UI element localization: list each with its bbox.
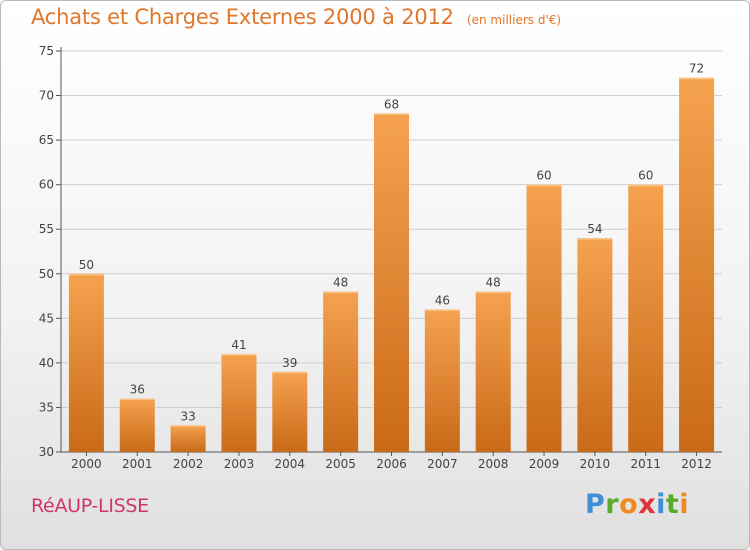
x-tick-label-2010: 2010 bbox=[580, 457, 611, 471]
bar-highlight bbox=[272, 371, 308, 374]
x-tick-label-2007: 2007 bbox=[427, 457, 458, 471]
bar-2011 bbox=[628, 184, 664, 452]
value-label-2004: 39 bbox=[282, 356, 297, 370]
logo-letter: t bbox=[665, 489, 680, 520]
chart-subtitle: (en milliers d'€) bbox=[466, 13, 562, 27]
bar-2012 bbox=[679, 77, 715, 452]
value-label-2008: 48 bbox=[486, 276, 501, 290]
value-label-2005: 48 bbox=[333, 276, 348, 290]
logo-letter: o bbox=[619, 489, 639, 520]
value-label-2002: 33 bbox=[180, 409, 195, 423]
value-label-2001: 36 bbox=[130, 383, 145, 397]
value-label-2006: 68 bbox=[384, 97, 399, 111]
bar-highlight bbox=[68, 273, 104, 276]
proxiti-logo[interactable]: Proxiti bbox=[585, 489, 689, 520]
y-tick-label: 50 bbox=[39, 267, 54, 281]
logo-letter: i bbox=[679, 489, 690, 520]
bar-highlight bbox=[475, 291, 511, 294]
bar-highlight bbox=[526, 184, 562, 187]
y-tick-label: 75 bbox=[39, 44, 54, 58]
bar-2005 bbox=[323, 291, 359, 452]
bar-highlight bbox=[323, 291, 359, 294]
bar-highlight bbox=[221, 353, 257, 356]
y-tick-label: 35 bbox=[39, 400, 54, 414]
bar-2008 bbox=[475, 291, 511, 452]
x-tick-label-2003: 2003 bbox=[224, 457, 255, 471]
x-tick-label-2012: 2012 bbox=[681, 457, 712, 471]
bar-highlight bbox=[424, 309, 460, 311]
value-label-2010: 54 bbox=[587, 222, 602, 236]
bar-highlight bbox=[679, 77, 715, 80]
bar-highlight bbox=[170, 425, 206, 427]
y-tick-label: 70 bbox=[39, 89, 54, 103]
logo-letter: i bbox=[656, 489, 666, 520]
bar-2007 bbox=[424, 309, 460, 452]
bar-2001 bbox=[119, 398, 155, 452]
x-tick-label-2008: 2008 bbox=[478, 457, 509, 471]
bar-highlight bbox=[119, 398, 155, 401]
value-label-2007: 46 bbox=[435, 293, 450, 307]
bar-2010 bbox=[577, 238, 613, 452]
y-tick-label: 30 bbox=[39, 445, 54, 459]
x-tick-label-2006: 2006 bbox=[376, 457, 407, 471]
bars bbox=[68, 77, 715, 452]
x-tick-label-2001: 2001 bbox=[122, 457, 153, 471]
logo-letter: x bbox=[638, 489, 657, 520]
logo-letter: P bbox=[585, 489, 606, 520]
logo-letter: r bbox=[605, 489, 620, 520]
x-tick-label-2000: 2000 bbox=[71, 457, 102, 471]
x-tick-label-2011: 2011 bbox=[630, 457, 661, 471]
bar-2003 bbox=[221, 353, 257, 452]
y-tick-label: 65 bbox=[39, 133, 54, 147]
x-tick-label-2005: 2005 bbox=[325, 457, 356, 471]
value-label-2009: 60 bbox=[536, 169, 551, 183]
bar-highlight bbox=[374, 113, 409, 115]
bar-2000 bbox=[68, 273, 104, 452]
value-label-2012: 72 bbox=[689, 62, 704, 76]
x-tick-label-2002: 2002 bbox=[173, 457, 204, 471]
y-tick-label: 40 bbox=[39, 356, 54, 370]
labels: 30 35 40 45 50 55 60 65 70 75 50 2000 36 2001 33 2002 41… bbox=[39, 44, 712, 471]
y-tick-label: 45 bbox=[39, 311, 54, 325]
title-row: Achats et Charges Externes 2000 à 2012 (… bbox=[31, 5, 561, 29]
x-tick-label-2009: 2009 bbox=[529, 457, 560, 471]
bar-highlight bbox=[628, 184, 664, 187]
bar-2009 bbox=[526, 184, 562, 452]
value-label-2000: 50 bbox=[79, 258, 94, 272]
y-tick-label: 60 bbox=[39, 178, 54, 192]
x-tick-label-2004: 2004 bbox=[275, 457, 306, 471]
bar-2006 bbox=[374, 113, 409, 452]
bar-2002 bbox=[170, 425, 206, 452]
y-tick-label: 55 bbox=[39, 222, 54, 236]
bar-2004 bbox=[272, 371, 308, 452]
chart-title: Achats et Charges Externes 2000 à 2012 bbox=[31, 5, 454, 29]
commune-name: RéAUP-LISSE bbox=[31, 495, 149, 517]
value-label-2003: 41 bbox=[231, 338, 246, 352]
bar-highlight bbox=[577, 238, 613, 240]
value-label-2011: 60 bbox=[638, 169, 653, 183]
